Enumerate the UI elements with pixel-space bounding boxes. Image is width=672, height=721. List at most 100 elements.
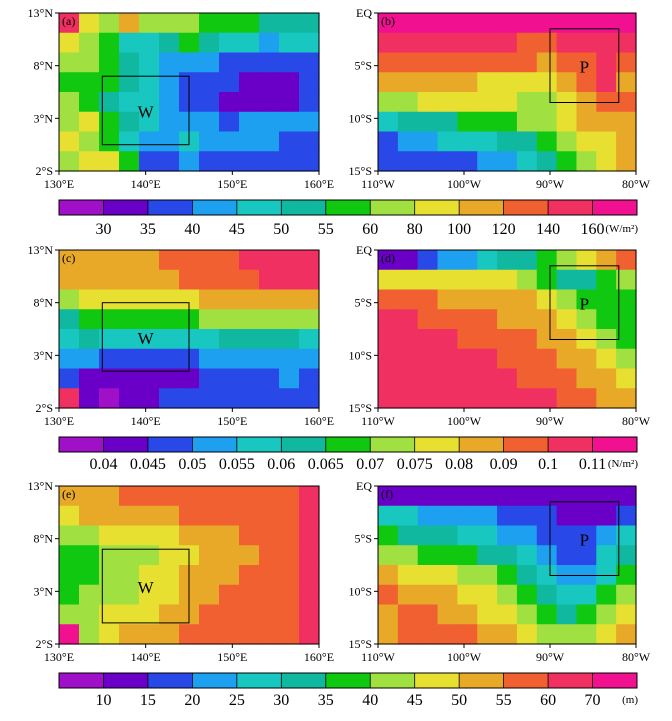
heatmap-cell <box>397 624 419 645</box>
y-tick-label: 3°N <box>34 111 54 125</box>
heatmap-cell <box>279 545 300 566</box>
heatmap-cell <box>239 151 260 172</box>
heatmap-cell <box>79 545 100 566</box>
heatmap-cell <box>179 289 200 310</box>
heatmap-cell <box>259 92 280 113</box>
colorbar-label: 0.055 <box>219 456 255 473</box>
heatmap-cell <box>497 545 518 566</box>
heatmap-cell <box>516 72 538 93</box>
heatmap-cell <box>259 388 280 409</box>
region-label: P <box>580 531 589 550</box>
heatmap-cell <box>576 250 597 271</box>
colorbar-label: 50 <box>273 221 289 238</box>
heatmap-cell <box>497 309 518 330</box>
colorbar-swatch <box>459 673 505 688</box>
heatmap-cell <box>556 368 578 389</box>
colorbar-swatch <box>370 437 416 452</box>
colorbar-label: 0.11 <box>579 456 606 473</box>
colorbar-label: 20 <box>184 692 200 709</box>
heatmap-cell <box>99 525 120 546</box>
heatmap-cell <box>159 250 180 271</box>
heatmap-cell <box>159 348 180 370</box>
heatmap-cell <box>99 329 120 350</box>
heatmap-cell <box>437 13 458 34</box>
heatmap-cell <box>536 151 558 172</box>
map-panel-3: W (c) 130°E 140°E 150°E 160°E 13°N 8°N 3°N 2°S <box>28 243 335 428</box>
heatmap-cell <box>199 525 220 546</box>
heatmap-cell <box>159 388 180 409</box>
colorbar-label: 80 <box>407 221 423 238</box>
heatmap-cell <box>516 329 538 350</box>
heatmap-cell <box>457 348 478 370</box>
heatmap-cell <box>477 604 498 625</box>
heatmap-cell <box>179 505 200 527</box>
colorbar-label: 120 <box>492 221 516 238</box>
panel-tag: (c) <box>62 251 75 265</box>
region-label: P <box>580 58 589 77</box>
x-tick-label: 130°E <box>44 650 74 664</box>
heatmap-cell <box>497 348 518 370</box>
heatmap-cell <box>457 505 478 527</box>
colorbar-unit: (N/m²) <box>608 458 639 470</box>
heatmap-cell <box>516 388 538 409</box>
heatmap-cell <box>576 13 597 34</box>
heatmap-cell <box>437 368 458 389</box>
heatmap-cell <box>59 72 80 93</box>
y-tick-label: EQ <box>356 6 372 20</box>
heatmap-cell <box>219 486 240 507</box>
heatmap-cell <box>378 604 399 625</box>
heatmap-cell <box>99 584 120 606</box>
colorbar-label: 30 <box>273 692 289 709</box>
heatmap-cell <box>437 131 458 152</box>
heatmap-cell <box>59 545 80 566</box>
heatmap-cell <box>159 32 180 54</box>
heatmap-cell <box>279 486 300 507</box>
heatmap-cell <box>616 269 637 291</box>
heatmap-cell <box>59 151 80 172</box>
x-tick-label: 150°E <box>217 650 247 664</box>
colorbar-swatch <box>592 673 638 688</box>
heatmap-cell <box>159 565 180 586</box>
heatmap-cell <box>556 545 578 566</box>
heatmap-cell <box>259 309 280 330</box>
heatmap-cell <box>219 269 240 291</box>
heatmap-cell <box>159 505 180 527</box>
panel-tag: (e) <box>62 487 75 501</box>
heatmap-cell <box>259 348 280 370</box>
heatmap-cell <box>536 32 558 54</box>
heatmap-cell <box>556 72 578 93</box>
heatmap-cell <box>457 388 478 409</box>
heatmap-cell <box>477 250 498 271</box>
heatmap-cell <box>139 565 160 586</box>
heatmap-cell <box>576 309 597 330</box>
heatmap-cell <box>596 13 617 34</box>
heatmap-cell <box>59 348 80 370</box>
heatmap-cell <box>477 131 498 152</box>
heatmap-cell <box>397 92 419 113</box>
heatmap-cell <box>219 505 240 527</box>
heatmap-cell <box>596 111 617 133</box>
heatmap-cell <box>616 565 637 586</box>
x-tick-label: 100°W <box>447 650 482 664</box>
heatmap-cell <box>417 131 439 152</box>
region-label: W <box>138 329 155 348</box>
x-tick-label: 80°W <box>622 414 651 428</box>
heatmap-cell <box>279 525 300 546</box>
heatmap-cell <box>497 151 518 172</box>
heatmap-cell <box>59 525 80 546</box>
y-tick-label: 13°N <box>28 243 54 257</box>
x-tick-label: 90°W <box>536 177 565 191</box>
heatmap-cell <box>219 92 240 113</box>
heatmap-cell <box>596 348 617 370</box>
heatmap-cell <box>239 584 260 606</box>
heatmap-cell <box>457 131 478 152</box>
heatmap-cell <box>437 52 458 73</box>
heatmap-cell <box>279 250 300 271</box>
heatmap-cell <box>239 368 260 389</box>
heatmap-cell <box>516 52 538 73</box>
heatmap-cell <box>417 624 439 645</box>
heatmap-cell <box>299 584 320 606</box>
heatmap-cell <box>596 289 617 310</box>
heatmap-cell <box>397 486 419 507</box>
y-tick-label: 3°N <box>34 348 54 362</box>
